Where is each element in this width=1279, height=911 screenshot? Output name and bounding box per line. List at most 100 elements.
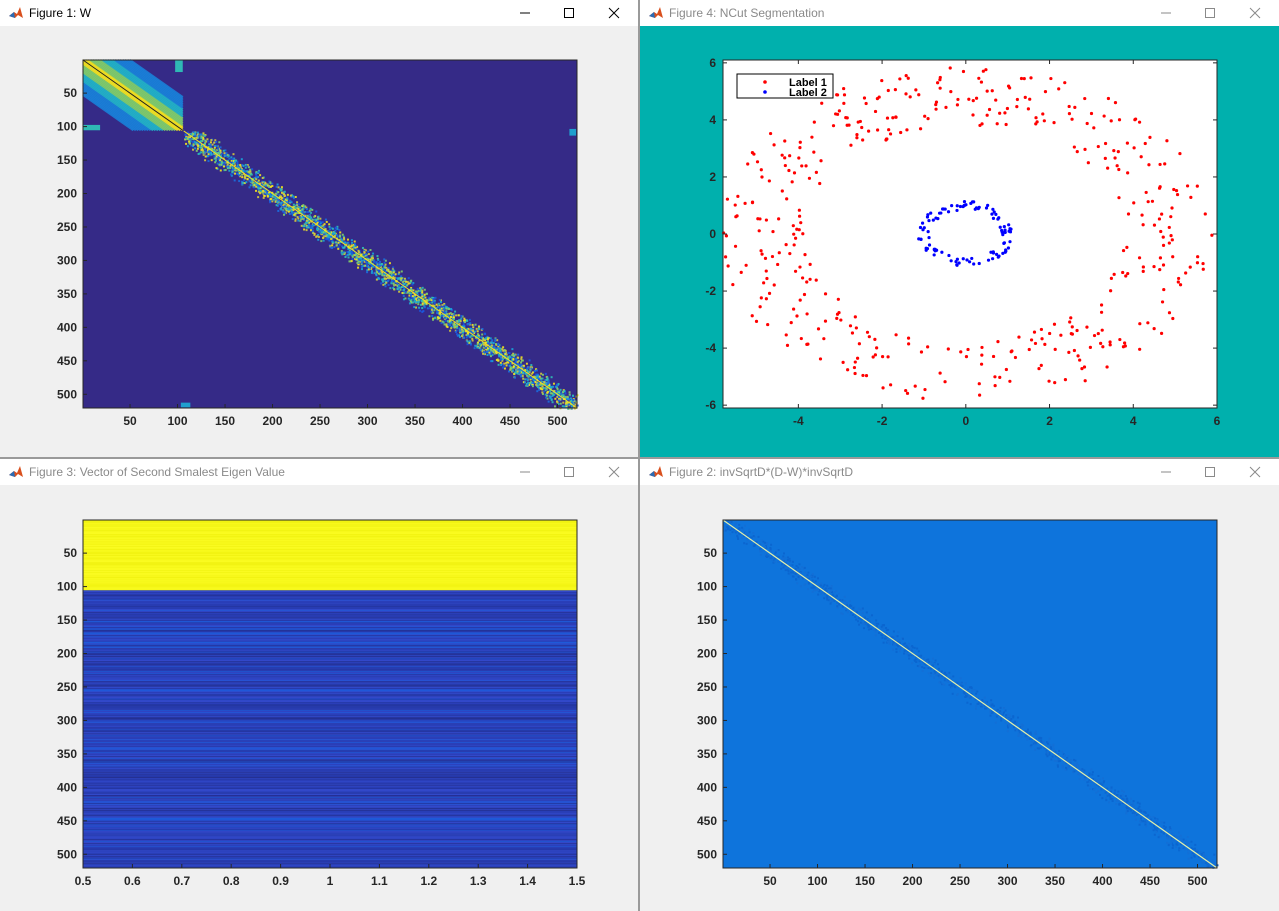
title-bar[interactable]: Figure 2: invSqrtD*(D-W)*invSqrtD xyxy=(640,459,1279,485)
maximize-button[interactable] xyxy=(546,0,592,26)
minimize-button[interactable] xyxy=(1143,0,1189,26)
heatmap-cell xyxy=(560,395,563,398)
close-icon xyxy=(608,466,620,478)
heatmap-cell xyxy=(1178,831,1181,834)
heatmap-cell xyxy=(1133,804,1136,807)
minimize-button[interactable] xyxy=(502,459,548,485)
heatmap-cell xyxy=(993,709,996,712)
figure-window-4[interactable]: Figure 4: NCut Segmentation -4 -2 0 2 4 6 6 4 2 0… xyxy=(640,0,1279,457)
maximize-button[interactable] xyxy=(1187,459,1233,485)
heatmap-cell xyxy=(746,534,749,537)
heatmap-cell xyxy=(557,390,560,393)
heatmap-cell xyxy=(546,397,549,400)
heatmap-cell xyxy=(479,348,482,351)
heatmap-row xyxy=(83,681,577,683)
heatmap-cell xyxy=(565,401,568,404)
heatmap-cell xyxy=(228,166,231,169)
heatmap-cell xyxy=(448,312,451,315)
y-tick-label: 250 xyxy=(57,680,77,694)
heatmap-cell xyxy=(1047,742,1050,745)
heatmap-cell xyxy=(896,643,899,646)
heatmap-cell xyxy=(206,148,209,151)
heatmap-cell xyxy=(234,167,237,170)
heatmap-cell xyxy=(1135,814,1138,817)
maximize-button[interactable] xyxy=(546,459,592,485)
heatmap-cell xyxy=(202,136,205,139)
cluster-1-band xyxy=(84,59,184,130)
heatmap-cell xyxy=(820,592,823,595)
heatmap-cell xyxy=(836,605,839,608)
heatmap-cell xyxy=(363,251,366,254)
heatmap-cell xyxy=(211,143,214,146)
heatmap-cell xyxy=(251,168,254,171)
heatmap-cell xyxy=(984,707,987,710)
close-button[interactable] xyxy=(591,0,637,26)
point-label-1 xyxy=(979,80,984,84)
close-button[interactable] xyxy=(1232,459,1278,485)
heatmap-cell xyxy=(938,676,941,679)
heatmap-cell xyxy=(1152,829,1155,832)
point-label-1 xyxy=(764,297,768,301)
heatmap-cell xyxy=(1187,857,1190,860)
heatmap-row xyxy=(83,653,577,655)
heatmap-cell xyxy=(886,638,889,641)
heatmap-cell xyxy=(462,335,465,338)
heatmap-cell xyxy=(877,631,880,634)
heatmap-cell xyxy=(737,537,740,540)
point-label-2 xyxy=(931,218,935,222)
heatmap-cell xyxy=(560,398,563,401)
heatmap-row xyxy=(83,643,577,645)
heatmap-cell xyxy=(321,221,324,224)
title-bar[interactable]: Figure 4: NCut Segmentation xyxy=(640,0,1279,26)
point-label-1 xyxy=(961,69,966,74)
minimize-button[interactable] xyxy=(1143,459,1189,485)
heatmap-cell xyxy=(316,221,319,224)
heatmap-cell xyxy=(192,138,195,141)
heatmap-cell xyxy=(745,542,748,545)
point-label-2 xyxy=(970,256,974,261)
heatmap-cell xyxy=(394,283,397,286)
heatmap-cell xyxy=(1009,715,1012,718)
heatmap-cell xyxy=(232,162,235,165)
heatmap-cell xyxy=(492,344,495,347)
point-label-1 xyxy=(857,342,861,346)
heatmap-cell xyxy=(422,300,425,303)
point-label-1 xyxy=(880,78,884,83)
heatmap-cell xyxy=(235,159,238,162)
figure-window-1[interactable]: Figure 1: W 50 100 150 200 250 300 350 400 450 50… xyxy=(0,0,638,457)
heatmap-cell xyxy=(522,381,525,384)
heatmap-row xyxy=(83,551,577,553)
point-label-1 xyxy=(1072,348,1077,353)
legend-entry: Label 1 xyxy=(789,77,827,89)
title-bar[interactable]: Figure 3: Vector of Second Smalest Eigen… xyxy=(0,459,638,485)
heatmap-cell xyxy=(532,381,535,384)
heatmap-row xyxy=(83,720,577,721)
maximize-button[interactable] xyxy=(1187,0,1233,26)
point-label-1 xyxy=(1039,363,1043,367)
point-label-1 xyxy=(1152,264,1156,269)
point-label-1 xyxy=(906,336,911,340)
heatmap-cell xyxy=(900,645,903,648)
heatmap-row xyxy=(83,769,577,771)
heatmap-cell xyxy=(360,253,363,256)
point-label-1 xyxy=(1172,187,1176,192)
heatmap-cell xyxy=(1184,844,1187,847)
close-button[interactable] xyxy=(1232,0,1278,26)
heatmap-row xyxy=(83,682,577,684)
heatmap-cell xyxy=(440,305,443,308)
heatmap-cell xyxy=(516,371,519,374)
heatmap-cell xyxy=(495,352,498,355)
heatmap-cell xyxy=(1205,860,1208,863)
minimize-button[interactable] xyxy=(502,0,548,26)
heatmap-cell xyxy=(335,226,338,229)
title-bar[interactable]: Figure 1: W xyxy=(0,0,638,26)
heatmap-cell xyxy=(743,534,746,537)
close-button[interactable] xyxy=(591,459,637,485)
heatmap-cell xyxy=(290,194,293,197)
figure-window-3[interactable]: Figure 3: Vector of Second Smalest Eigen… xyxy=(0,459,638,911)
heatmap-cell xyxy=(417,299,420,302)
heatmap-cell xyxy=(515,358,518,361)
heatmap-cell xyxy=(1140,819,1143,822)
figure-window-2[interactable]: Figure 2: invSqrtD*(D-W)*invSqrtD 50 100 1… xyxy=(640,459,1279,911)
heatmap-cell xyxy=(806,588,809,591)
